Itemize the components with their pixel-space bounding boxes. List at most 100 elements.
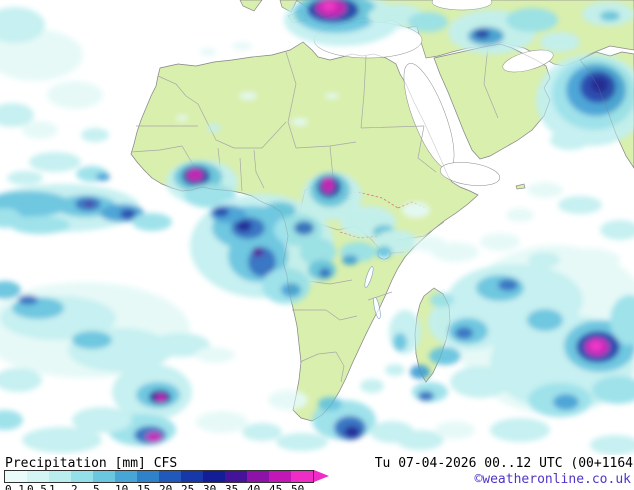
precipitation-cell (196, 411, 248, 433)
scale-label: 30 (203, 483, 217, 490)
precipitation-cell (281, 283, 301, 297)
precipitation-cell (0, 368, 42, 392)
socotra-island (515, 183, 526, 190)
precipitation-cell (600, 220, 634, 240)
scale-label: 2 (71, 483, 78, 490)
precipitation-cell (10, 216, 70, 234)
precipitation-cell (264, 202, 296, 218)
map-title: Precipitation [mm] CFS (5, 456, 178, 471)
precipitation-cell (322, 1, 336, 11)
precipitation-cell (393, 333, 407, 351)
precipitation-cell (96, 173, 110, 181)
precipitation-cell (590, 341, 602, 351)
precipitation-cell (429, 347, 461, 365)
coastline-overlay-layer (130, 41, 634, 422)
precipitation-cell (319, 268, 331, 278)
scale-cell-40 (247, 471, 269, 482)
precipitation-cell (232, 42, 252, 50)
persian-gulf (502, 49, 554, 73)
precipitation-cell (132, 213, 172, 231)
precipitation-cell (600, 11, 620, 21)
precipitation-cell (0, 7, 45, 43)
lake (373, 296, 381, 320)
scale-label: 0.5 (27, 483, 47, 490)
scale-cell-1 (49, 471, 71, 482)
precipitation-cell (360, 379, 384, 393)
scale-label: 10 (115, 483, 129, 490)
scale-cell-0.1 (5, 471, 27, 482)
legend-footer: Precipitation [mm] CFS 0.1 0.5 1 2 5 10 15 20 25… (0, 455, 634, 490)
gulf-of-aden (440, 162, 500, 186)
precipitation-cell (156, 394, 166, 402)
precipitation-cell (430, 293, 454, 307)
scale-cell-20 (159, 471, 181, 482)
precipitation-cell (396, 430, 444, 450)
country-border (335, 351, 345, 383)
precipitation-cell (18, 295, 38, 305)
precipitation-cell (0, 410, 23, 430)
scale-cell-25 (181, 471, 203, 482)
precipitation-cell (527, 182, 563, 198)
country-border (367, 291, 393, 301)
scale-cell-30 (203, 471, 225, 482)
country-border (197, 103, 235, 149)
precipitation-cell (490, 418, 550, 442)
precipitation-cell (342, 255, 358, 265)
scale-label: 25 (181, 483, 195, 490)
precipitation-cell (22, 121, 58, 139)
precipitation-cell (435, 421, 475, 439)
precipitation-cell (184, 184, 236, 208)
precipitation-cell (592, 376, 634, 404)
precipitation-cell (176, 115, 188, 121)
precipitation-cell (195, 347, 235, 363)
scale-cell-0.5 (27, 471, 49, 482)
precipitation-cell (418, 391, 434, 401)
precipitation-cell (120, 209, 136, 219)
precipitation-cell (431, 242, 479, 262)
precipitation-cell (252, 247, 264, 257)
country-border (239, 157, 243, 192)
precipitation-cell (47, 81, 103, 109)
precipitation-cell (560, 248, 620, 272)
scale-label: 1 (49, 483, 56, 490)
precipitation-cell (150, 333, 210, 357)
scale-cell-5 (93, 471, 115, 482)
precipitation-cell (29, 152, 81, 172)
precipitation-map (0, 0, 634, 455)
precipitation-cell (450, 366, 510, 398)
country-border (285, 51, 297, 149)
precipitation-cell (72, 331, 112, 349)
scale-labels: 0.1 0.5 1 2 5 10 15 20 25 30 35 40 45 50 (5, 483, 313, 490)
country-border (234, 121, 287, 149)
forecast-datetime: Tu 07-04-2026 00..12 UTC (00+1164 (374, 456, 633, 471)
india-subcontinent-coastline (579, 51, 634, 169)
precipitation-cell (506, 208, 534, 222)
disputed-border (397, 201, 427, 209)
scale-cell-50 (291, 471, 313, 482)
precipitation-cell (318, 397, 342, 411)
precipitation-cell (200, 48, 216, 56)
precipitation-cell (344, 426, 360, 438)
precipitation-cell (239, 92, 257, 100)
precipitation-cell (590, 77, 608, 93)
precipitation-cell (410, 365, 430, 379)
scale-label: 15 (137, 483, 151, 490)
lake (364, 266, 374, 288)
scale-arrow (314, 470, 329, 482)
precipitation-cell (207, 124, 221, 132)
precipitation-cell (292, 118, 308, 126)
precipitation-cell (7, 171, 43, 185)
country-border (360, 55, 367, 129)
precipitation-cell (506, 8, 558, 32)
country-border (157, 75, 199, 105)
precipitation-cell (528, 252, 560, 268)
country-border (325, 309, 358, 321)
precipitation-cell (146, 432, 162, 442)
precipitation-layer (0, 0, 634, 455)
country-border (360, 125, 425, 129)
scale-cell-15 (137, 471, 159, 482)
country-border (483, 45, 499, 119)
precipitation-cell (268, 390, 308, 410)
precipitation-cell (590, 435, 634, 455)
